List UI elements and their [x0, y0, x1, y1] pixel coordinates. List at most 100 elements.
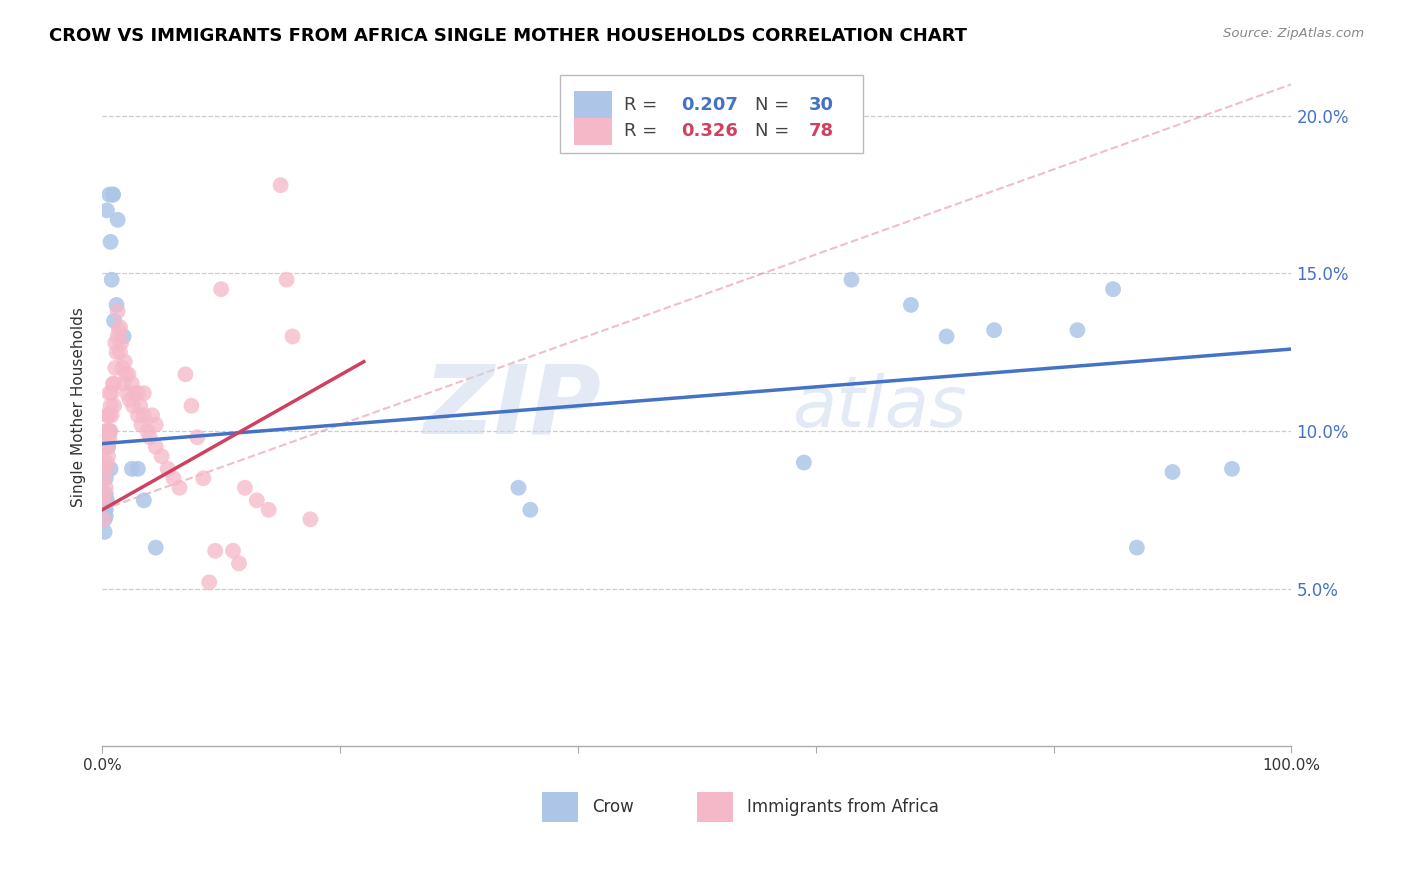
Point	[131, 417, 153, 432]
Text: Immigrants from Africa: Immigrants from Africa	[747, 798, 939, 816]
Point	[132, 493, 155, 508]
Y-axis label: Single Mother Households: Single Mother Households	[72, 308, 86, 508]
Point	[101, 187, 124, 202]
Point	[115, 368, 138, 382]
Text: ZIP: ZIP	[423, 361, 602, 454]
Text: Crow: Crow	[592, 798, 634, 816]
Point	[169, 481, 191, 495]
Point	[222, 543, 245, 558]
Point	[132, 386, 155, 401]
Text: N =: N =	[755, 122, 796, 140]
Point	[103, 376, 125, 391]
Point	[108, 323, 131, 337]
Point	[112, 376, 135, 391]
Point	[100, 399, 122, 413]
Point	[112, 329, 135, 343]
Point	[162, 471, 184, 485]
Point	[94, 503, 117, 517]
Point	[110, 335, 132, 350]
Point	[121, 462, 143, 476]
Point	[108, 320, 131, 334]
Point	[193, 471, 215, 485]
Point	[150, 449, 173, 463]
Point	[145, 417, 167, 432]
Point	[103, 314, 125, 328]
Point	[1220, 462, 1243, 476]
Point	[198, 575, 221, 590]
Point	[96, 203, 118, 218]
Point	[107, 329, 129, 343]
Point	[94, 462, 117, 476]
Point	[281, 329, 304, 343]
Point	[93, 493, 115, 508]
Point	[100, 462, 122, 476]
Text: atlas: atlas	[792, 373, 966, 442]
Point	[519, 503, 541, 517]
Point	[900, 298, 922, 312]
Point	[104, 335, 127, 350]
Text: Source: ZipAtlas.com: Source: ZipAtlas.com	[1223, 27, 1364, 40]
Text: R =: R =	[624, 122, 664, 140]
Point	[98, 386, 121, 401]
Point	[246, 493, 269, 508]
Point	[257, 503, 280, 517]
Point	[94, 424, 117, 438]
Point	[100, 409, 122, 423]
Point	[93, 524, 115, 539]
Point	[1066, 323, 1088, 337]
Point	[107, 304, 129, 318]
Point	[127, 409, 149, 423]
Point	[180, 399, 202, 413]
Point	[94, 481, 117, 495]
Point	[96, 440, 118, 454]
FancyBboxPatch shape	[543, 792, 578, 822]
FancyBboxPatch shape	[574, 118, 613, 145]
Point	[98, 409, 121, 423]
Point	[101, 376, 124, 391]
Text: CROW VS IMMIGRANTS FROM AFRICA SINGLE MOTHER HOUSEHOLDS CORRELATION CHART: CROW VS IMMIGRANTS FROM AFRICA SINGLE MO…	[49, 27, 967, 45]
Point	[1161, 465, 1184, 479]
Point	[841, 273, 863, 287]
Point	[100, 235, 122, 249]
Point	[115, 386, 138, 401]
Point	[104, 361, 127, 376]
Point	[141, 409, 163, 423]
Point	[299, 512, 322, 526]
Point	[100, 424, 122, 438]
Point	[94, 471, 117, 485]
Point	[108, 345, 131, 359]
Point	[145, 541, 167, 555]
Point	[97, 409, 120, 423]
Text: R =: R =	[624, 96, 664, 114]
Text: 0.326: 0.326	[682, 122, 738, 140]
Point	[114, 354, 136, 368]
Point	[121, 376, 143, 391]
Point	[127, 386, 149, 401]
Point	[96, 456, 118, 470]
Point	[93, 456, 115, 470]
Point	[136, 424, 159, 438]
Point	[94, 509, 117, 524]
Point	[124, 386, 146, 401]
Point	[96, 440, 118, 454]
Point	[983, 323, 1005, 337]
Point	[1126, 541, 1149, 555]
FancyBboxPatch shape	[697, 792, 733, 822]
Point	[93, 503, 115, 517]
Text: N =: N =	[755, 96, 796, 114]
Point	[139, 430, 162, 444]
FancyBboxPatch shape	[560, 75, 863, 153]
Point	[793, 456, 815, 470]
Point	[156, 462, 179, 476]
Text: 30: 30	[808, 96, 834, 114]
Point	[1102, 282, 1125, 296]
Point	[96, 409, 118, 423]
Point	[94, 440, 117, 454]
Point	[98, 187, 121, 202]
Point	[93, 512, 115, 526]
Point	[96, 493, 118, 508]
FancyBboxPatch shape	[574, 91, 613, 119]
Point	[228, 557, 250, 571]
Point	[122, 399, 145, 413]
Point	[93, 487, 115, 501]
